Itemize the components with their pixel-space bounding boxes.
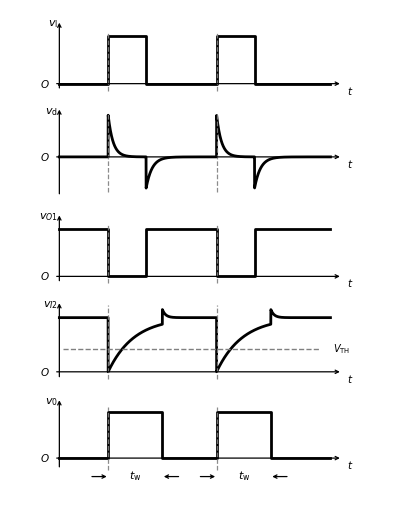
- Text: $t$: $t$: [347, 85, 353, 96]
- Text: $t$: $t$: [347, 277, 353, 289]
- Text: $v_{\rm 0}$: $v_{\rm 0}$: [45, 396, 58, 408]
- Text: $V_{\rm TH}$: $V_{\rm TH}$: [333, 342, 350, 356]
- Text: $v_{\rm I}$: $v_{\rm I}$: [48, 19, 58, 30]
- Text: $O$: $O$: [40, 151, 50, 163]
- Text: $O$: $O$: [40, 452, 50, 464]
- Text: $v_{O1}$: $v_{O1}$: [39, 211, 58, 223]
- Text: $O$: $O$: [40, 366, 50, 378]
- Text: $t$: $t$: [347, 459, 353, 471]
- Text: $O$: $O$: [40, 78, 50, 90]
- Text: $v_{\rm d}$: $v_{\rm d}$: [45, 106, 58, 118]
- Text: $v_{I2}$: $v_{I2}$: [43, 299, 58, 311]
- Text: $t$: $t$: [347, 373, 353, 385]
- Text: $t_{\rm w}$: $t_{\rm w}$: [238, 470, 250, 483]
- Text: $O$: $O$: [40, 270, 50, 282]
- Text: $t$: $t$: [347, 158, 353, 170]
- Text: $t_{\rm w}$: $t_{\rm w}$: [129, 470, 141, 483]
